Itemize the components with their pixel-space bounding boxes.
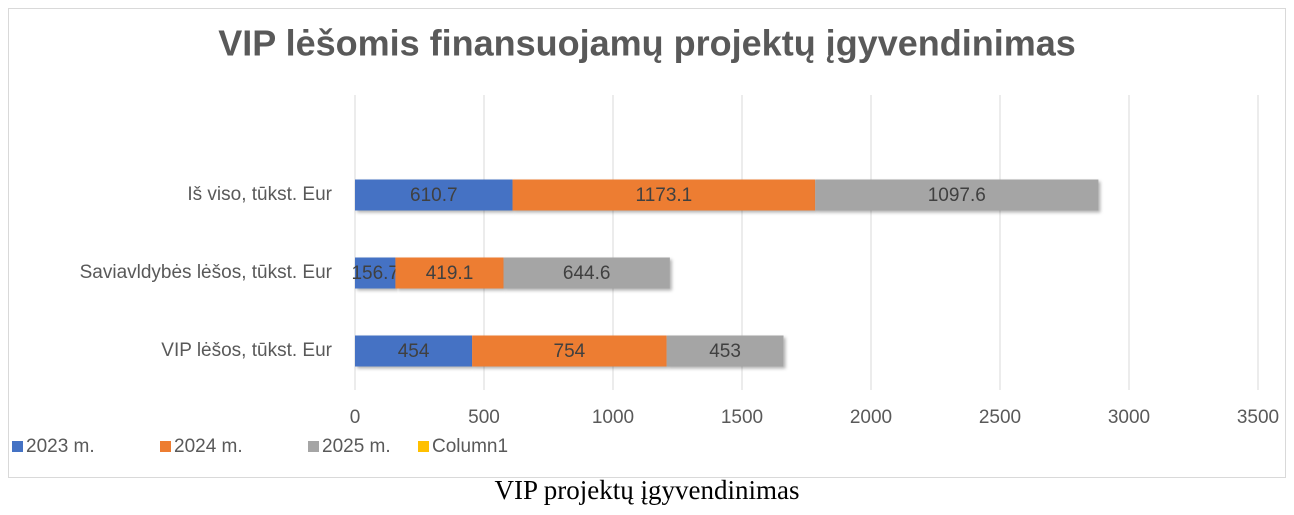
data-label: 156.7 xyxy=(351,263,399,284)
bar-segment xyxy=(355,179,513,211)
legend-swatch xyxy=(308,441,319,452)
chart-border xyxy=(8,8,1286,478)
x-tick-label: 500 xyxy=(468,407,500,428)
data-label: 644.6 xyxy=(563,263,611,284)
bar-segment xyxy=(815,179,1099,211)
legend-label: Column1 xyxy=(432,436,508,457)
data-label: 419.1 xyxy=(426,263,474,284)
x-tick-label: 2000 xyxy=(850,407,892,428)
bar-segment xyxy=(395,257,504,289)
data-label: 1097.6 xyxy=(928,185,986,206)
legend-swatch xyxy=(12,441,23,452)
legend-swatch xyxy=(160,441,171,452)
legend-label: 2023 m. xyxy=(26,436,95,457)
y-tick-label: Iš viso, tūkst. Eur xyxy=(187,184,332,205)
legend-label: 2024 m. xyxy=(174,436,243,457)
y-tick-label: VIP lėšos, tūkst. Eur xyxy=(161,340,332,361)
data-label: 1173.1 xyxy=(636,185,693,206)
x-tick-label: 1500 xyxy=(721,407,763,428)
x-tick-label: 1000 xyxy=(592,407,634,428)
bar-segment xyxy=(355,335,473,367)
data-label: 454 xyxy=(398,341,430,362)
x-tick-label: 2500 xyxy=(979,407,1021,428)
legend-swatch xyxy=(418,441,429,452)
x-tick-label: 3500 xyxy=(1237,407,1279,428)
y-tick-label: Saviavldybės lėšos, tūkst. Eur xyxy=(80,262,333,283)
x-tick-label: 0 xyxy=(350,407,361,428)
bar-segment xyxy=(512,179,816,211)
bar-segment xyxy=(503,257,670,289)
chart-title: VIP lėšomis finansuojamų projektų įgyven… xyxy=(218,23,1076,64)
caption: VIP projektų įgyvendinimas xyxy=(495,475,800,505)
data-label: 754 xyxy=(554,341,586,362)
legend-label: 2025 m. xyxy=(322,436,391,457)
data-label: 610.7 xyxy=(410,185,458,206)
data-label: 453 xyxy=(709,341,741,362)
bar-segment xyxy=(666,335,784,367)
bar-segment xyxy=(472,335,667,367)
bar-segment xyxy=(355,257,396,289)
x-tick-label: 3000 xyxy=(1108,407,1150,428)
